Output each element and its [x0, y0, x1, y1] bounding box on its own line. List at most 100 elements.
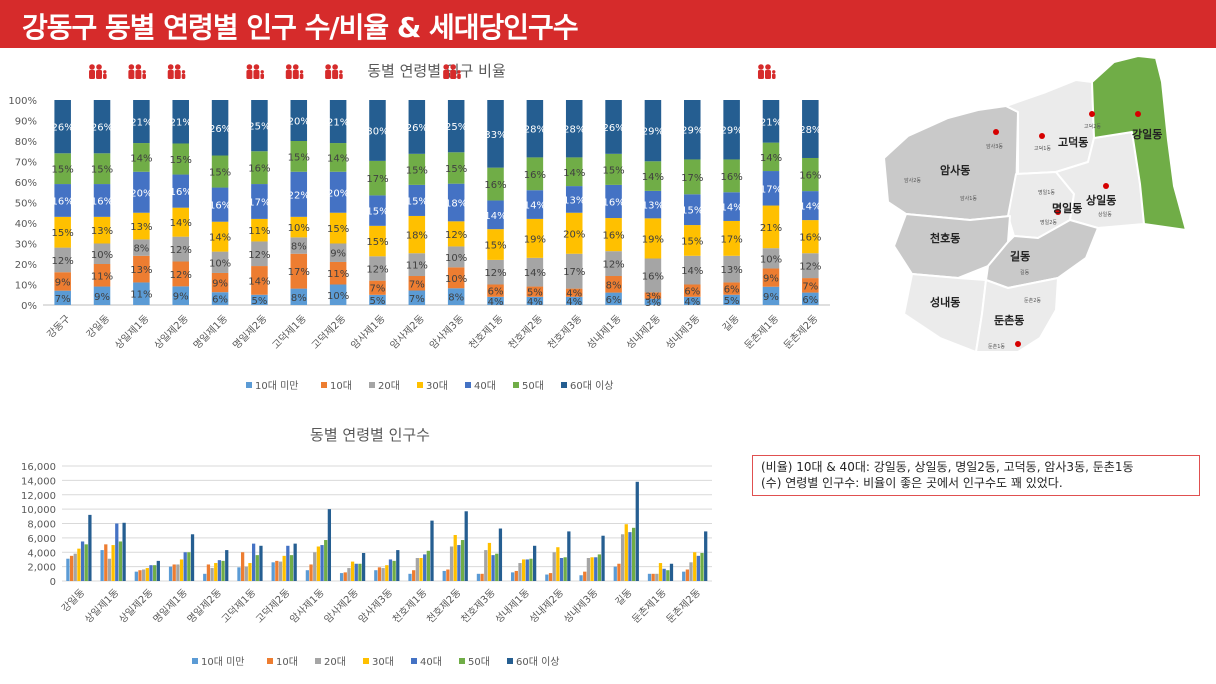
chart1-data-label: 6% — [724, 285, 740, 296]
family-body — [96, 70, 103, 79]
chart2-bar — [559, 558, 564, 581]
chart2-bar — [350, 561, 355, 581]
chart1-bar-segment — [93, 286, 111, 305]
chart2-bar — [426, 550, 430, 581]
chart1-data-label: 26% — [91, 123, 113, 134]
chart1-data-label: 15% — [484, 241, 506, 252]
chart2-bar — [655, 573, 659, 581]
family-head — [174, 64, 181, 70]
chart2-bar — [313, 552, 317, 581]
chart2-bar — [491, 555, 495, 581]
chart1-data-label: 5% — [527, 288, 543, 299]
chart2-bar — [453, 535, 457, 581]
chart1-data-label: 8% — [291, 293, 307, 304]
chart1-data-label: 11% — [327, 269, 349, 280]
chart1-bar-segment — [802, 220, 819, 254]
family-head — [299, 70, 304, 74]
map-label-gangil: 강일동 — [1132, 127, 1162, 141]
chart1-bar-segment — [684, 194, 701, 226]
chart1-bar-segment — [644, 190, 662, 219]
chart2-bar — [88, 514, 92, 581]
chart1-data-label: 13% — [130, 265, 152, 276]
chart2-bar — [669, 563, 674, 581]
chart1-legend-swatch — [561, 382, 567, 388]
map-region-amsa — [883, 105, 1019, 221]
map-dot-godeok2 — [1089, 111, 1095, 117]
chart1-data-label: 6% — [606, 295, 622, 306]
chart1-data-label: 5% — [724, 296, 740, 307]
chart2-y-tick: 8,000 — [27, 520, 56, 531]
chart2-bar — [286, 545, 290, 581]
summary-note-line-2: (수) 연령별 인구수: 비율이 좋은 곳에서 인구수도 꽤 있었다. — [761, 476, 1063, 490]
chart1-data-label: 3% — [645, 298, 661, 309]
chart1-data-label: 12% — [170, 245, 192, 256]
map-label-cheonho: 천호동 — [930, 231, 960, 245]
map-dot-gangil — [1135, 111, 1141, 117]
chart2-bar — [628, 532, 632, 581]
chart2-bar — [278, 561, 283, 581]
family-body — [253, 70, 260, 79]
chart1-data-label: 7% — [370, 284, 386, 295]
chart1-data-label: 13% — [91, 226, 113, 237]
chart1-data-label: 14% — [170, 218, 192, 229]
chart2-bar — [183, 552, 187, 581]
chart1-x-tick: 암사제1동 — [349, 313, 388, 352]
chart2-bar — [689, 562, 693, 581]
chart1-bar-segment — [644, 258, 662, 293]
chart1-bar-segment — [329, 212, 347, 244]
chart2-bar — [225, 550, 229, 581]
chart1-bar-segment — [93, 184, 111, 217]
chart2-bar — [423, 554, 427, 581]
chart1-data-label: 11% — [406, 261, 428, 272]
chart1-bar-segment — [329, 100, 347, 144]
chart2-bar — [244, 566, 248, 581]
chart1-bar-segment — [723, 100, 740, 160]
chart1-bar-segment — [251, 241, 268, 267]
family-head — [325, 64, 331, 70]
chart1-data-label: 26% — [602, 123, 624, 134]
chart1-data-label: 25% — [248, 122, 270, 133]
chart2-bar — [138, 570, 142, 581]
chart2-bar — [149, 565, 153, 581]
chart1-bar-segment — [54, 290, 71, 305]
family-body — [764, 70, 771, 79]
chart1-data-label: 9% — [55, 277, 71, 288]
family-icon — [757, 64, 776, 79]
chart1-bar-segment — [172, 207, 189, 237]
chart2-bar — [704, 531, 708, 581]
chart2-bar — [107, 558, 112, 581]
chart2-bar — [651, 573, 655, 581]
family-body — [332, 70, 339, 79]
chart1-bar-segment — [723, 255, 740, 283]
chart1-bar-segment — [487, 100, 504, 168]
chart1-data-label: 28% — [799, 125, 821, 136]
chart1-data-label: 14% — [209, 233, 231, 244]
chart1-data-label: 9% — [212, 279, 228, 290]
chart1-data-label: 20% — [327, 188, 349, 199]
chart2-bar — [700, 552, 704, 581]
chart1-bar-segment — [369, 280, 386, 295]
chart2-bar — [354, 563, 358, 581]
chart2-y-tick: 12,000 — [21, 491, 56, 502]
age-ratio-chart: 동별 연령별 인구 비율 0% 10% 20% 30% 40% 50% 60% 70% 80% 90… — [8, 62, 830, 392]
chart1-bar-segment — [172, 286, 189, 305]
family-head — [292, 64, 299, 70]
map-label-myeongil: 명일동 — [1052, 201, 1082, 215]
chart1-data-label: 6% — [212, 295, 228, 306]
chart2-bar — [111, 545, 115, 581]
chart2-bar — [594, 557, 598, 581]
chart1-bar-segment — [133, 143, 150, 172]
chart1-bar-segment — [133, 282, 150, 305]
chart1-legend-label: 30대 — [426, 380, 448, 392]
chart1-bar-segment — [290, 253, 308, 289]
chart1-bar-segment — [290, 100, 308, 141]
chart1-data-label: 28% — [563, 125, 585, 136]
chart1-bar-segment — [54, 184, 71, 217]
chart1-bar-segment — [762, 205, 780, 249]
chart1-data-label: 8% — [291, 242, 307, 253]
chart1-data-label: 15% — [170, 155, 192, 166]
chart1-data-label: 4% — [684, 297, 700, 308]
chart2-bar — [563, 557, 567, 581]
chart2-bar — [412, 570, 416, 581]
chart1-bar-segment — [369, 225, 386, 257]
